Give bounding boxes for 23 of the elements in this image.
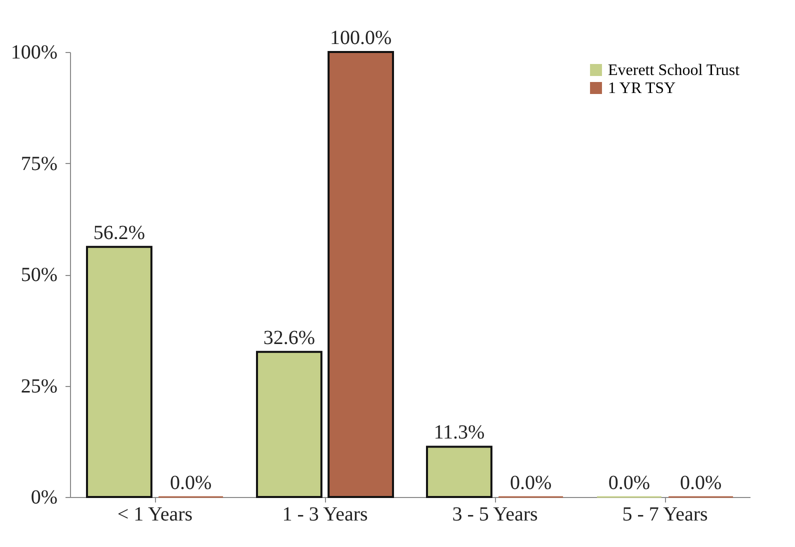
x-tick-label: 5 - 7 Years (622, 504, 708, 526)
y-tick-label: 75% (20, 152, 58, 175)
bar (256, 350, 322, 498)
data-label: 100.0% (330, 27, 392, 49)
data-label: 0.0% (608, 472, 650, 494)
legend-label: Everett School Trust (608, 62, 740, 79)
y-tick-label: 25% (20, 375, 58, 398)
y-tick-label: 0% (30, 486, 58, 508)
data-label: 32.6% (263, 326, 316, 349)
bar (86, 246, 152, 498)
x-tick-label: 1 - 3 Years (282, 504, 368, 526)
data-label: 0.0% (510, 472, 552, 494)
bar (426, 446, 492, 498)
data-label: 56.2% (93, 222, 146, 244)
data-label: 11.3% (434, 422, 485, 444)
y-tick-label: 100% (10, 42, 58, 64)
y-tick-label: 50% (20, 264, 58, 286)
bar (328, 51, 394, 498)
data-label: 0.0% (680, 472, 722, 494)
data-label: 0.0% (170, 472, 212, 494)
x-tick-label: 3 - 5 Years (452, 504, 538, 526)
x-tick-label: < 1 Years (117, 504, 193, 526)
legend-label: 1 YR TSY (608, 80, 676, 97)
